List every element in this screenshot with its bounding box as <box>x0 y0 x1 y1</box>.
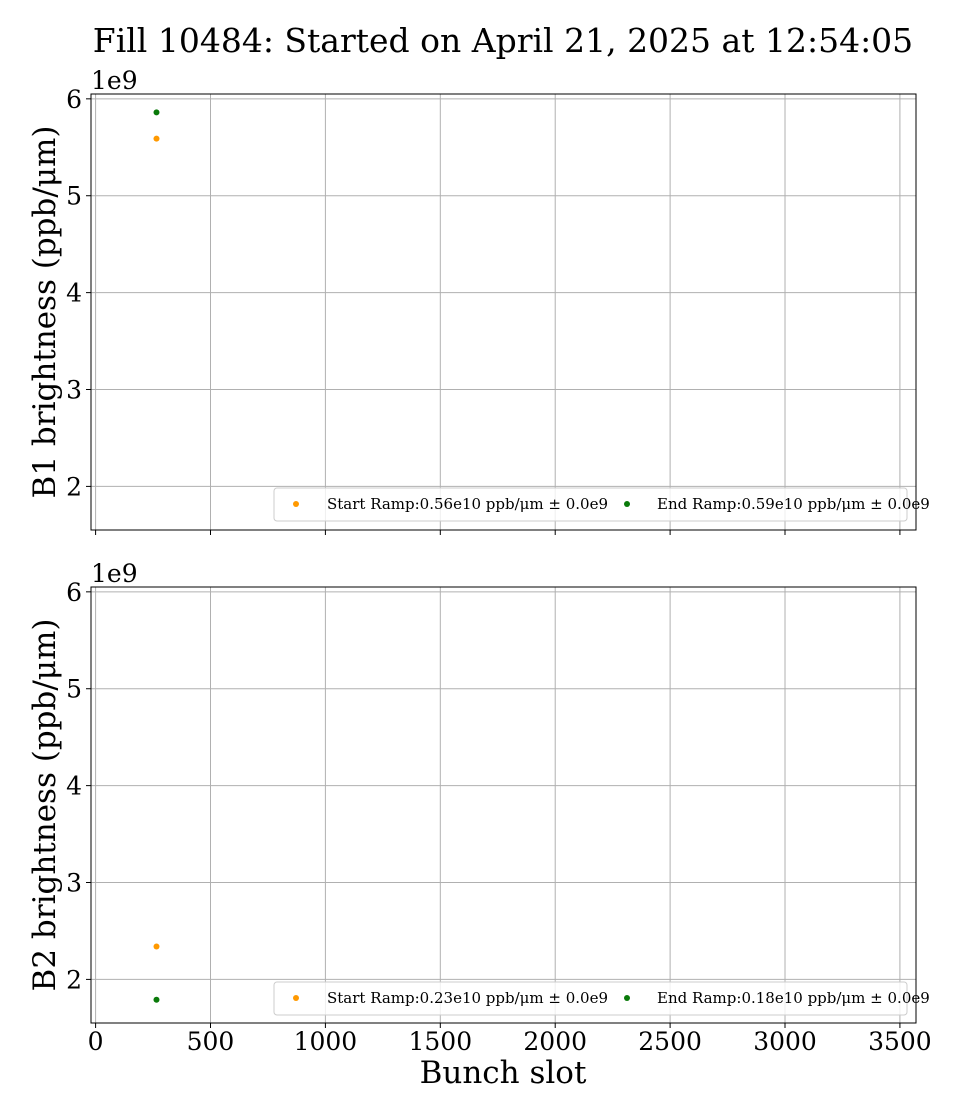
b1-legend-box <box>273 487 908 522</box>
x-tick-label: 2500 <box>638 1027 702 1056</box>
b1-y-multiplier: 1e9 <box>91 66 138 95</box>
b2-y-tick-label: 6 <box>66 578 82 607</box>
b2-y-tick-label: 2 <box>66 965 82 994</box>
panel-b2: 2 3 4 5 6 0 500 1000 1500 2000 2500 3000 3500 1e9 B… <box>27 559 932 1056</box>
x-tick-label: 2000 <box>523 1027 587 1056</box>
b2-plot-frame <box>90 586 917 1024</box>
b1-data-points <box>153 109 160 142</box>
b2-y-tick-label: 3 <box>66 869 82 898</box>
b2-legend-marker-end-ramp <box>624 995 630 1001</box>
b1-legend-label-start-ramp: Start Ramp:0.56e10 ppb/μm ± 0.0e9 <box>327 495 608 513</box>
b1-grid <box>91 94 916 530</box>
b1-end-ramp-point <box>153 109 160 116</box>
b2-grid <box>91 587 916 1023</box>
b2-y-axis-label: B2 brightness (ppb/μm) <box>27 619 63 992</box>
b1-y-ticks: 2 3 4 5 6 <box>66 85 91 501</box>
b2-y-tick-label: 4 <box>66 772 82 801</box>
b2-start-ramp-point <box>153 943 160 950</box>
b1-legend: Start Ramp:0.56e10 ppb/μm ± 0.0e9 End Ra… <box>273 487 930 522</box>
x-tick-label: 1000 <box>294 1027 358 1056</box>
b1-start-ramp-point <box>153 135 160 142</box>
x-axis-label: Bunch slot <box>420 1055 587 1091</box>
b2-end-ramp-point <box>153 996 160 1003</box>
b1-legend-marker-end-ramp <box>624 501 630 507</box>
b1-y-tick-label: 6 <box>66 85 82 114</box>
x-tick-label: 3000 <box>753 1027 817 1056</box>
b2-data-points <box>153 943 160 1003</box>
b1-y-tick-label: 3 <box>66 376 82 405</box>
panel-b1: 2 3 4 5 6 1e9 B1 brightness (ppb/μm) Start R… <box>27 66 930 535</box>
b2-legend: Start Ramp:0.23e10 ppb/μm ± 0.0e9 End Ra… <box>273 981 930 1016</box>
b1-y-axis-label: B1 brightness (ppb/μm) <box>27 126 63 499</box>
b2-y-ticks: 2 3 4 5 6 <box>66 578 91 994</box>
b1-y-tick-label: 5 <box>66 182 82 211</box>
b2-legend-marker-start-ramp <box>293 995 299 1001</box>
x-tick-label: 0 <box>88 1027 104 1056</box>
b2-legend-label-end-ramp: End Ramp:0.18e10 ppb/μm ± 0.0e9 <box>657 989 930 1007</box>
chart-title: Fill 10484: Started on April 21, 2025 at… <box>93 21 913 60</box>
b1-x-ticks <box>95 530 901 535</box>
x-tick-label: 1500 <box>408 1027 472 1056</box>
b1-y-tick-label: 4 <box>66 279 82 308</box>
x-tick-label: 3500 <box>868 1027 932 1056</box>
b2-x-ticks: 0 500 1000 1500 2000 2500 3000 3500 <box>88 1023 932 1056</box>
b2-legend-box <box>273 981 908 1016</box>
b1-y-tick-label: 2 <box>66 472 82 501</box>
b2-y-tick-label: 5 <box>66 675 82 704</box>
b1-legend-marker-start-ramp <box>293 501 299 507</box>
b1-plot-frame <box>90 93 917 531</box>
b2-y-multiplier: 1e9 <box>91 559 138 588</box>
x-tick-label: 500 <box>187 1027 235 1056</box>
b2-legend-label-start-ramp: Start Ramp:0.23e10 ppb/μm ± 0.0e9 <box>327 989 608 1007</box>
b1-legend-label-end-ramp: End Ramp:0.59e10 ppb/μm ± 0.0e9 <box>657 495 930 513</box>
